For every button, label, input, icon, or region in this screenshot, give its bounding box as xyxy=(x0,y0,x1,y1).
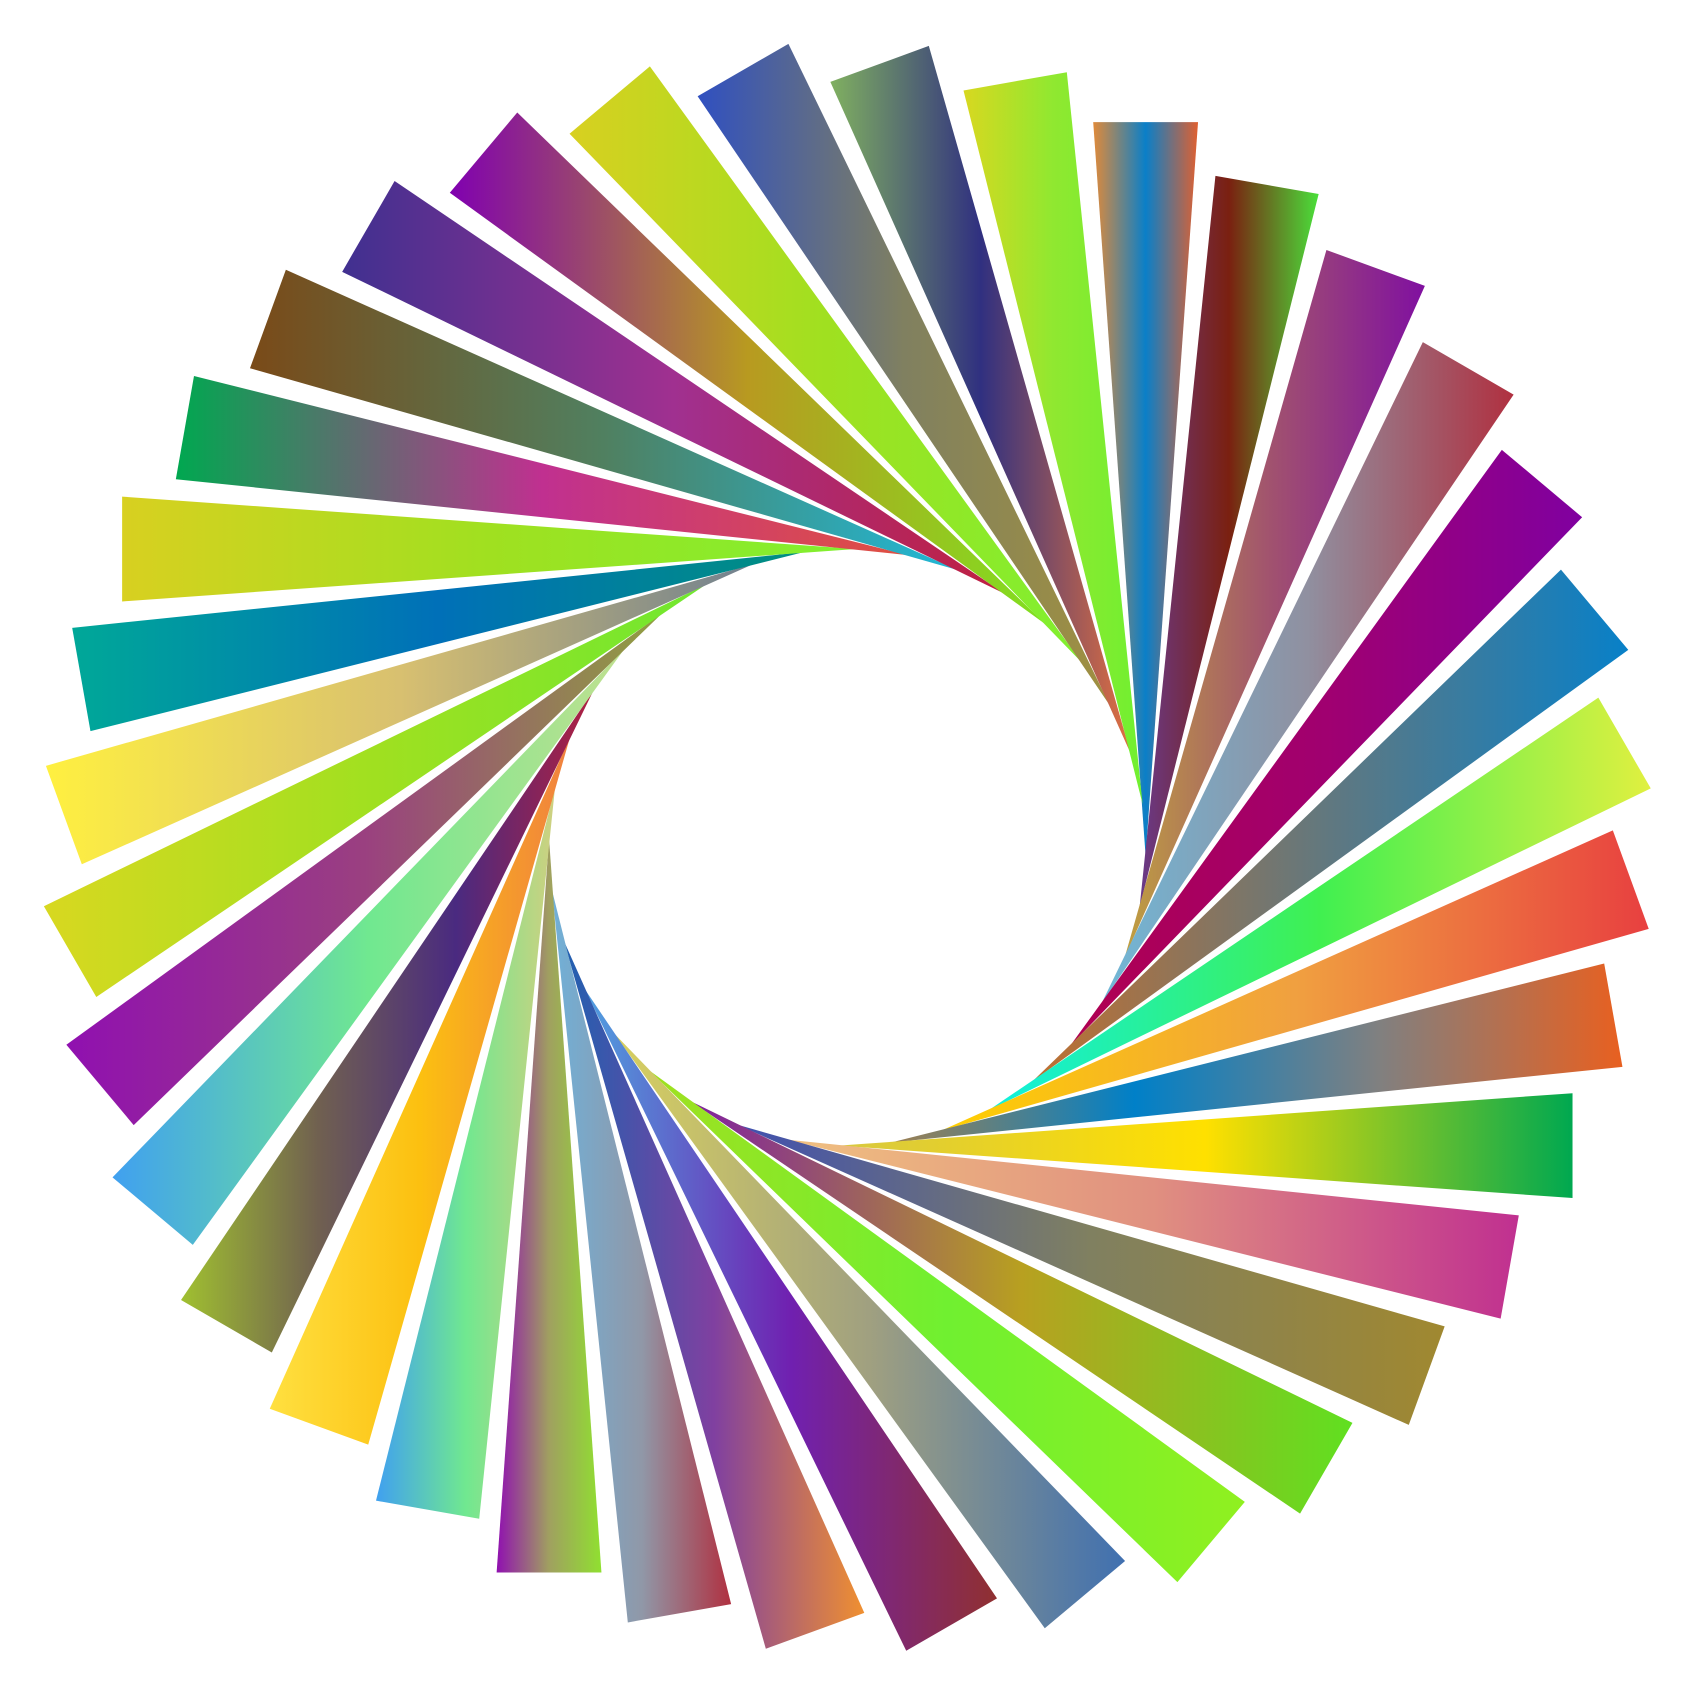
pinwheel-bar xyxy=(496,838,602,1573)
pinwheel-bar xyxy=(43,584,706,998)
pinwheel-bar xyxy=(941,830,1649,1131)
pinwheel-bar xyxy=(649,1070,1245,1583)
pinwheel-bar xyxy=(838,1093,1573,1199)
pinwheel-bar xyxy=(584,989,998,1651)
pinwheel-bar xyxy=(342,181,1004,594)
pinwheel-bar xyxy=(1093,122,1199,856)
pinwheel-bar xyxy=(613,1032,1126,1629)
pinwheel-bar xyxy=(1070,449,1583,1046)
pinwheel-bar xyxy=(1139,175,1319,908)
pinwheel-bar xyxy=(569,66,1082,663)
pinwheel-bars xyxy=(43,43,1651,1651)
pinwheel-bar xyxy=(830,45,1131,754)
pinwheel-bar xyxy=(564,941,865,1649)
pinwheel-bar xyxy=(787,1139,1519,1319)
pinwheel-bar xyxy=(269,737,570,1445)
pinwheel-bar xyxy=(175,375,908,556)
pinwheel-bar xyxy=(249,269,958,570)
pinwheel-bar xyxy=(1032,569,1629,1082)
pinwheel-bar xyxy=(1124,249,1425,958)
pinwheel-bar xyxy=(122,496,856,602)
pinwheel-bar xyxy=(45,564,754,865)
pinwheel-bar xyxy=(449,112,1046,625)
pinwheel-bar xyxy=(552,890,732,1623)
pinwheel-bar xyxy=(375,787,556,1519)
pinwheel-bar xyxy=(112,649,625,1245)
pinwheel-bar xyxy=(72,552,805,732)
pinwheel-bar xyxy=(697,43,1110,706)
pinwheel-bar xyxy=(963,72,1143,805)
pinwheel-bar xyxy=(890,963,1623,1143)
pinwheel-bar xyxy=(1101,342,1514,1004)
pinwheel-bar xyxy=(181,690,594,1353)
pinwheel-bar xyxy=(989,697,1651,1110)
pinwheel-bar xyxy=(690,1101,1353,1514)
pinwheel-bar xyxy=(66,613,663,1126)
pinwheel-bar xyxy=(737,1124,1445,1425)
